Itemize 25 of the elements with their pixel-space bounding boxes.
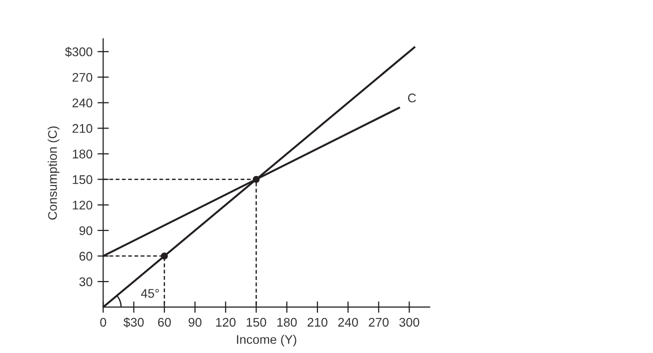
x-tick-label: 90: [188, 318, 202, 327]
x-tick-label: 270: [368, 318, 389, 327]
x-tick-label: 210: [308, 318, 328, 327]
x-tick-label: 60: [158, 318, 171, 327]
y-tick-label: 210: [72, 124, 92, 133]
y-tick-label: 30: [79, 277, 92, 286]
y-axis-title: Consumption (C): [48, 126, 60, 220]
y-tick-label: 90: [79, 226, 92, 236]
x-tick-label: 240: [338, 318, 358, 327]
series-label: C: [408, 94, 416, 102]
x-tick-label: 0: [100, 318, 106, 327]
y-tick-label: 270: [72, 72, 92, 82]
annotation: 45°: [141, 288, 159, 298]
y-tick-label: 180: [72, 150, 92, 158]
y-tick-label: 60: [79, 252, 92, 261]
y-tick-label: 150: [72, 175, 92, 184]
x-tick-label: 180: [277, 318, 297, 327]
x-tick-label: 120: [216, 318, 236, 327]
x-tick-label: 300: [399, 318, 420, 327]
y-tick-label: $300: [65, 46, 92, 57]
y-tick-label: 240: [72, 98, 92, 108]
x-axis-title: Income (Y): [237, 334, 296, 346]
y-tick-label: 120: [72, 200, 92, 210]
x-tick-label: $30: [123, 317, 144, 328]
x-tick-label: 150: [246, 318, 266, 327]
